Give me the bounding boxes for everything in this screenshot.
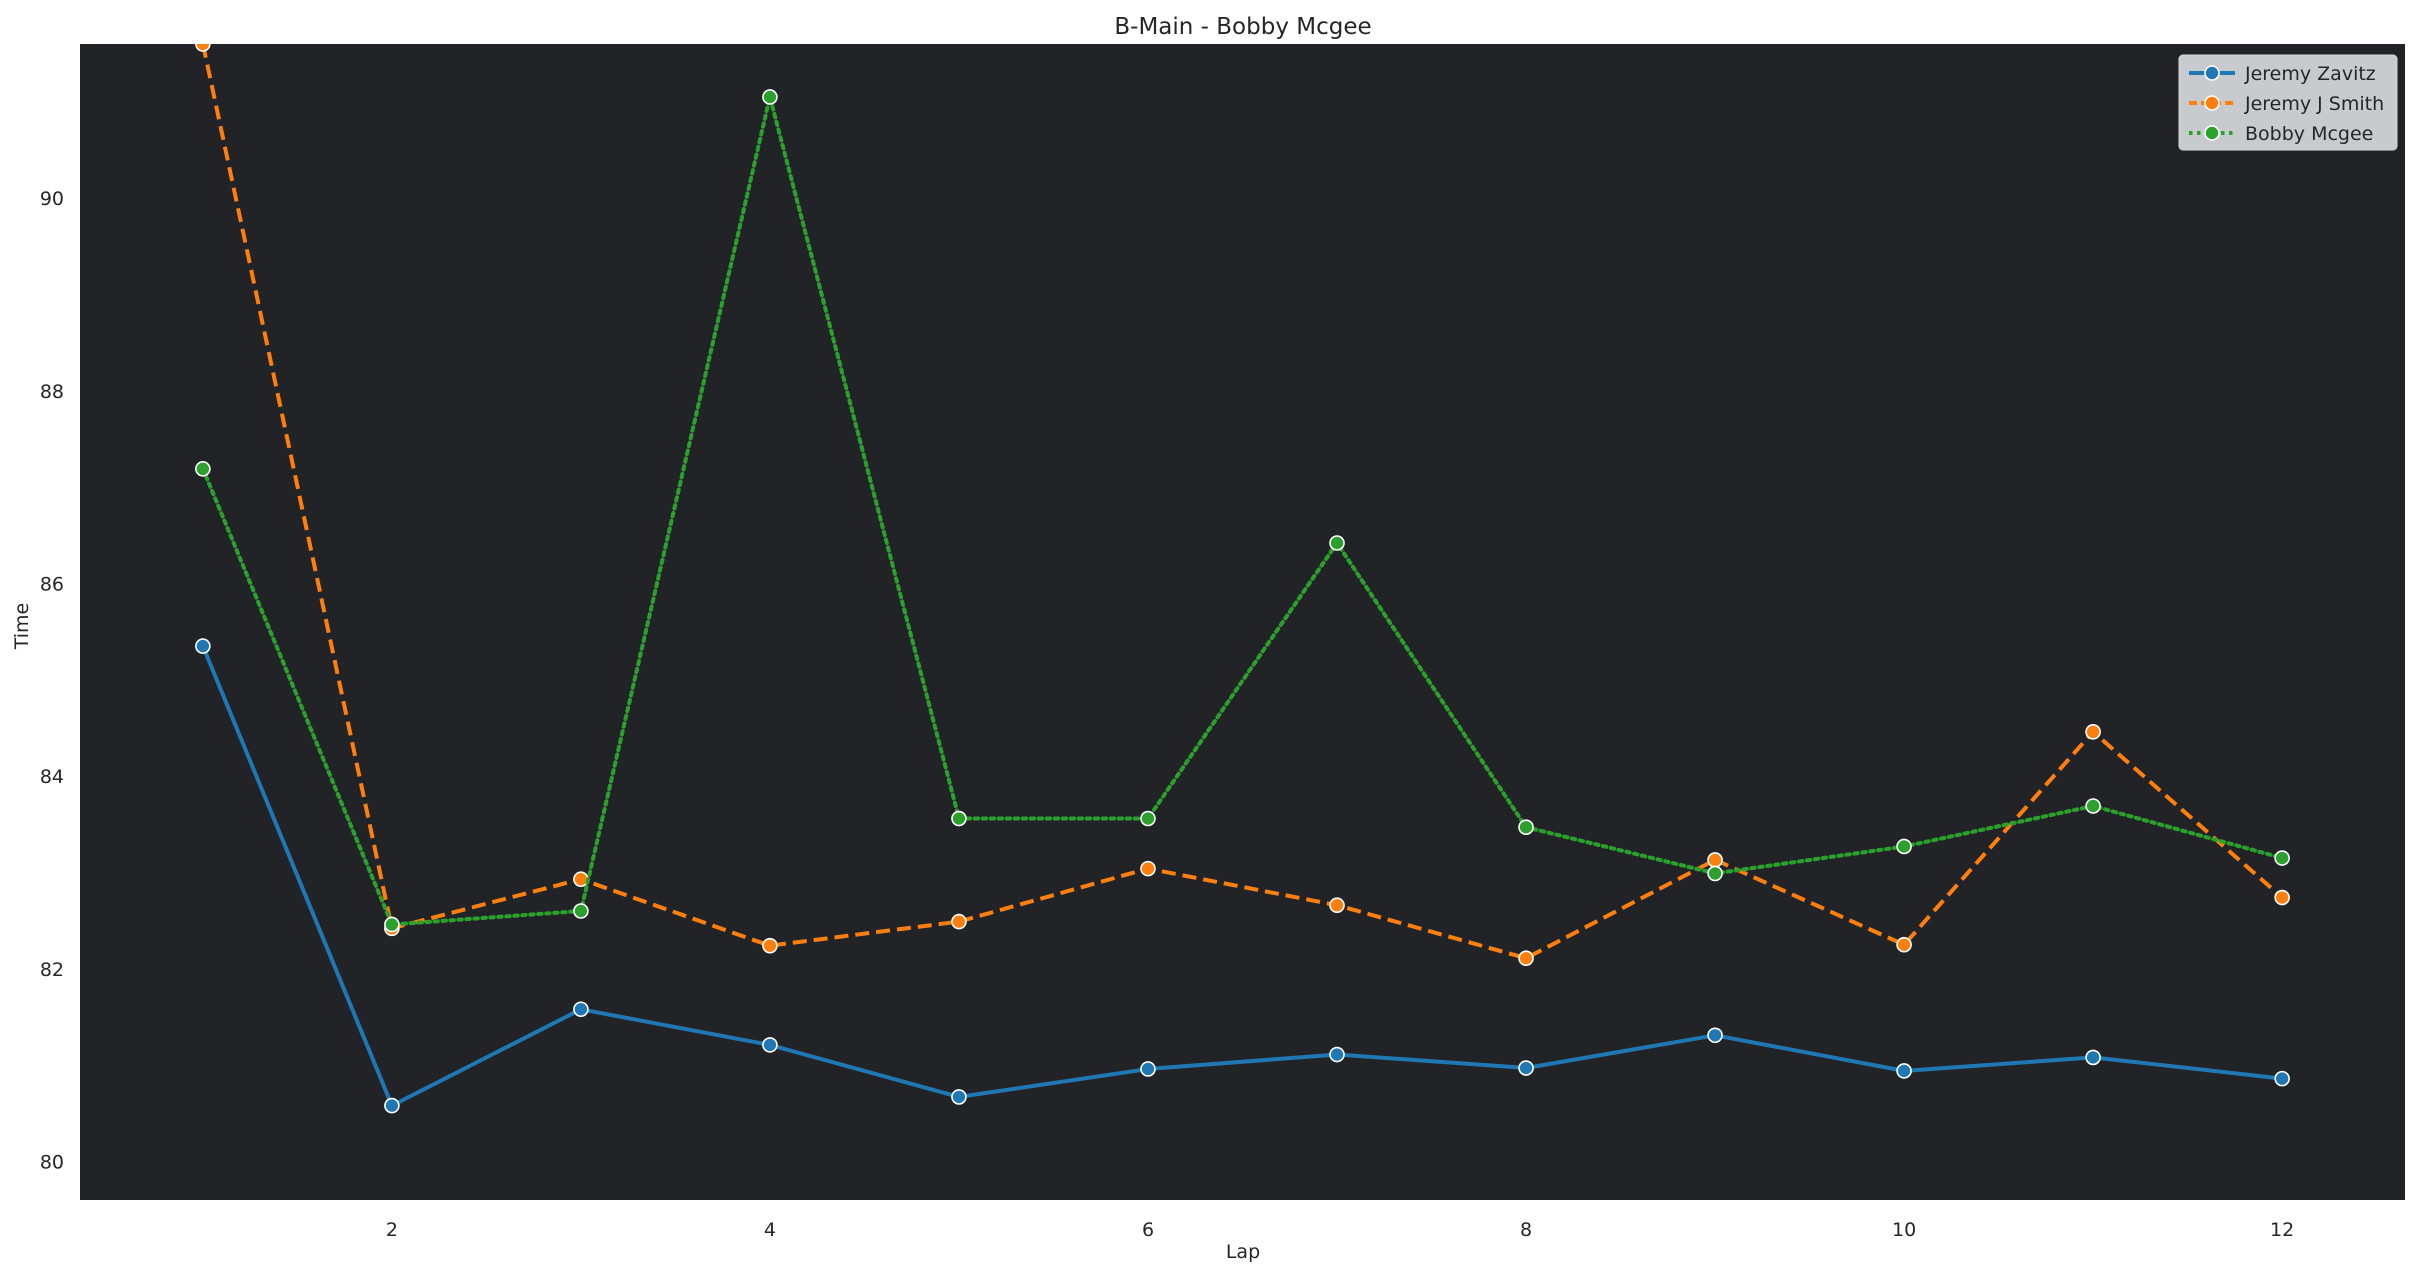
y-tick-label: 88: [40, 381, 64, 403]
x-tick-label: 4: [764, 1219, 776, 1241]
y-axis: 80 82 84 86 88 90: [40, 188, 64, 1173]
data-point: [762, 937, 778, 954]
legend-item: Bobby Mcgee: [2189, 123, 2373, 145]
plot-area: [80, 44, 2405, 1200]
series-layer: [195, 44, 2290, 1114]
data-point: [2085, 724, 2101, 740]
y-axis-label: Time: [11, 603, 33, 651]
legend: Jeremy Zavitz Jeremy J Smith Bobby Mcgee: [2178, 54, 2398, 151]
data-point: [2085, 1049, 2101, 1066]
legend-marker: [2204, 95, 2220, 111]
series-bobby-mcgee: [195, 89, 2290, 933]
data-point: [1896, 838, 1912, 855]
series-line-jeremy-zavitz: [201, 645, 2283, 1108]
data-point: [2085, 798, 2101, 814]
data-point: [2274, 1070, 2290, 1087]
y-tick-label: 90: [40, 188, 64, 210]
data-point: [762, 1037, 778, 1053]
legend-label: Jeremy J Smith: [2244, 93, 2384, 115]
data-point: [762, 89, 778, 105]
data-point: [1140, 810, 1156, 827]
data-point: [1707, 1027, 1723, 1044]
x-tick-label: 2: [386, 1219, 398, 1241]
series-line-bobby-mcgee: [200, 95, 2285, 927]
data-point: [573, 1001, 589, 1018]
data-point: [1707, 852, 1723, 868]
y-tick-label: 80: [40, 1151, 64, 1173]
data-point: [1518, 950, 1534, 967]
data-point: [2274, 889, 2290, 906]
data-point: [573, 903, 589, 919]
data-point: [2274, 850, 2290, 866]
y-tick-label: 86: [40, 573, 64, 595]
x-tick-label: 8: [1520, 1219, 1532, 1241]
series-jeremy-j-smith: [195, 44, 2290, 967]
x-tick-label: 6: [1142, 1219, 1154, 1241]
legend-marker: [2204, 125, 2220, 141]
legend-label: Bobby Mcgee: [2245, 123, 2373, 145]
data-point: [1707, 865, 1723, 882]
data-point: [1140, 1061, 1156, 1077]
x-axis-label: Lap: [1226, 1241, 1260, 1263]
data-point: [1518, 1060, 1534, 1076]
data-point: [1518, 819, 1534, 835]
y-tick-label: 82: [40, 959, 64, 981]
data-point: [1329, 1046, 1345, 1063]
chart-title: B-Main - Bobby Mcgee: [1114, 14, 1371, 40]
data-point: [1896, 1063, 1912, 1079]
data-point: [951, 1089, 967, 1105]
data-point: [384, 916, 400, 933]
data-point: [1329, 535, 1345, 551]
data-point: [573, 871, 589, 888]
x-axis: 2 4 6 8 10 12: [386, 1219, 2294, 1241]
data-point: [1329, 897, 1345, 914]
legend-box: [2178, 54, 2398, 151]
data-point: [1140, 860, 1156, 877]
y-tick-label: 84: [40, 766, 64, 788]
legend-item: Jeremy J Smith: [2189, 93, 2384, 115]
data-point: [951, 810, 967, 827]
legend-label: Jeremy Zavitz: [2244, 63, 2376, 85]
data-point: [384, 1097, 400, 1114]
data-point: [1896, 936, 1912, 953]
x-tick-label: 10: [1892, 1219, 1916, 1241]
data-point: [951, 913, 967, 930]
x-tick-label: 12: [2270, 1219, 2294, 1241]
legend-item: Jeremy Zavitz: [2189, 63, 2376, 85]
legend-marker: [2204, 65, 2220, 81]
data-point: [195, 461, 211, 477]
series-jeremy-zavitz: [195, 638, 2290, 1114]
series-line-jeremy-j-smith: [200, 44, 2284, 961]
data-point: [195, 638, 211, 654]
data-point: [195, 44, 211, 52]
